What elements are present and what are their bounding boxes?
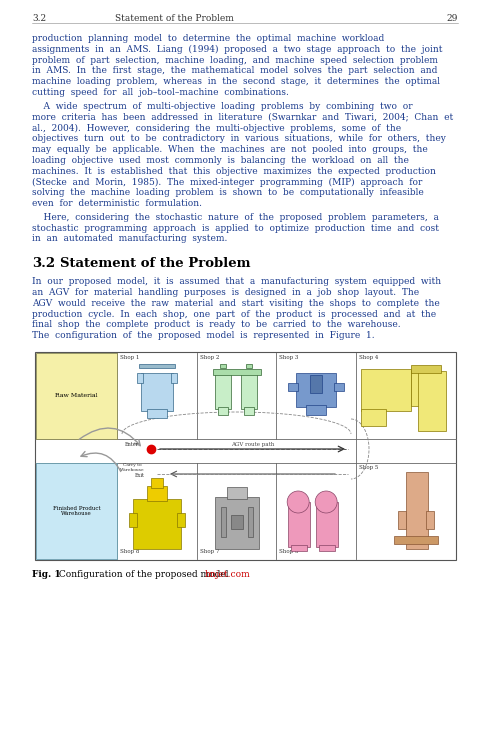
Text: Shop 7: Shop 7 [199,549,219,554]
Bar [133,499,181,549]
Text: Shop 8: Shop 8 [120,549,139,554]
Text: AGV route path: AGV route path [230,442,274,447]
Bar [296,373,335,407]
Bar [290,545,306,551]
Bar [230,515,242,529]
Text: Configuration of the proposed model: Configuration of the proposed model [56,570,228,579]
Bar [141,373,172,411]
Bar [410,371,425,406]
Text: Shop 3: Shop 3 [279,355,298,360]
Bar [219,364,225,368]
Text: final  shop  the  complete  product  is  ready  to  be  carried  to  the  wareho: final shop the complete product is ready… [32,321,400,330]
Circle shape [286,491,308,513]
Bar [36,463,117,559]
Text: production  cycle.  In  each  shop,  one  part  of  the  product  is  processed : production cycle. In each shop, one part… [32,310,435,319]
Text: even  for  deterministic  formulation.: even for deterministic formulation. [32,199,202,208]
Bar [410,365,440,373]
Text: loading  objective  used  most  commonly  is  balancing  the  workload  on  all : loading objective used most commonly is … [32,156,408,165]
Bar [36,353,117,439]
Text: Statement of the Problem: Statement of the Problem [115,14,233,23]
Text: Shop 1: Shop 1 [120,355,139,360]
Text: stochastic  programming  approach  is  applied  to  optimize  production  time  : stochastic programming approach is appli… [32,224,438,233]
Bar [146,486,166,501]
Bar [405,472,427,549]
Text: production  planning  model  to  determine  the  optimal  machine  workload: production planning model to determine t… [32,34,384,43]
Bar [217,407,227,415]
Text: Shop 6: Shop 6 [279,549,298,554]
Text: may  equally  be  applicable.  When  the  machines  are  not  pooled  into  grou: may equally be applicable. When the mach… [32,145,427,154]
Bar [240,373,256,409]
Text: assignments  in  an  AMS.  Liang  (1994)  proposed  a  two  stage  approach  to : assignments in an AMS. Liang (1994) prop… [32,45,442,54]
Bar [305,405,325,415]
Text: A  wide  spectrum  of  multi-objective  loading  problems  by  combining  two  o: A wide spectrum of multi-objective loadi… [32,102,412,111]
Circle shape [315,491,337,513]
Bar [137,373,142,383]
Text: Shop 5: Shop 5 [358,465,378,470]
Bar [287,383,298,391]
Bar [393,536,437,544]
Text: Carry to
Warehouse: Carry to Warehouse [120,463,144,472]
Bar [214,497,258,549]
Text: machines.  It  is  established  that  this  objective  maximizes  the  expected : machines. It is established that this ob… [32,167,435,175]
Text: machine  loading  problem,  whereas  in  the  second  stage,  it  determines  th: machine loading problem, whereas in the … [32,77,439,86]
Text: al.,  2004).  However,  considering  the  multi-objective  problems,  some  of  : al., 2004). However, considering the mul… [32,123,400,133]
Text: Enter: Enter [125,442,139,447]
Bar [243,407,253,415]
Bar [319,545,334,551]
Text: an  AGV  for  material  handling  purposes  is  designed  in  a  job  shop  layo: an AGV for material handling purposes is… [32,288,418,297]
Bar [35,352,455,560]
Bar [226,487,246,499]
Text: Raw Material: Raw Material [55,393,98,399]
Text: (Stecke  and  Morin,  1985).  The  mixed-integer  programming  (MIP)  approach  : (Stecke and Morin, 1985). The mixed-inte… [32,178,422,186]
Text: hnjet.com: hnjet.com [204,570,250,579]
Bar [333,383,344,391]
Text: 3.2: 3.2 [32,257,55,270]
Bar [177,513,184,527]
Text: 3.2: 3.2 [32,14,46,23]
Bar [245,364,251,368]
Bar [316,502,338,547]
Text: cutting  speed  for  all  job–tool–machine  combinations.: cutting speed for all job–tool–machine c… [32,88,288,97]
Text: The  configuration  of  the  proposed  model  is  represented  in  Figure  1.: The configuration of the proposed model … [32,331,374,340]
Text: in  an  automated  manufacturing  system.: in an automated manufacturing system. [32,234,227,244]
Text: Shop 4: Shop 4 [358,355,378,360]
Bar [417,371,445,431]
Bar [360,409,385,426]
Bar [287,502,309,547]
Text: 29: 29 [446,14,457,23]
Bar [214,373,230,409]
Text: Here,  considering  the  stochastic  nature  of  the  proposed  problem  paramet: Here, considering the stochastic nature … [32,213,438,222]
Text: solving  the  machine  loading  problem  is  shown  to  be  computationally  inf: solving the machine loading problem is s… [32,188,423,197]
Text: objectives  turn  out  to  be  contradictory  in  various  situations,  while  f: objectives turn out to be contradictory … [32,134,445,143]
Text: Statement of the Problem: Statement of the Problem [60,257,250,270]
Text: Finished Product
Warehouse: Finished Product Warehouse [53,506,100,517]
Bar [397,511,405,529]
Bar [150,478,163,488]
Text: AGV  would  receive  the  raw  material  and  start  visiting  the  shops  to  c: AGV would receive the raw material and s… [32,299,439,308]
Text: problem  of  part  selection,  machine  loading,  and  machine  speed  selection: problem of part selection, machine loadi… [32,56,437,65]
Bar [146,409,166,418]
Bar [128,513,137,527]
Bar [247,507,252,537]
Bar [360,369,410,411]
Text: Exit: Exit [135,473,145,478]
Bar [170,373,177,383]
Text: In  our  proposed  model,  it  is  assumed  that  a  manufacturing  system  equi: In our proposed model, it is assumed tha… [32,277,440,286]
Bar [309,375,322,393]
Bar [425,511,433,529]
Bar [220,507,225,537]
Bar [212,369,260,375]
Bar [139,364,175,368]
Text: more  criteria  has  been  addressed  in  literature  (Swarnkar  and  Tiwari,  2: more criteria has been addressed in lite… [32,112,452,122]
Text: in  AMS.  In  the  first  stage,  the  mathematical  model  solves  the  part  s: in AMS. In the first stage, the mathemat… [32,66,436,76]
Text: Shop 2: Shop 2 [199,355,219,360]
Text: Fig. 1: Fig. 1 [32,570,61,579]
